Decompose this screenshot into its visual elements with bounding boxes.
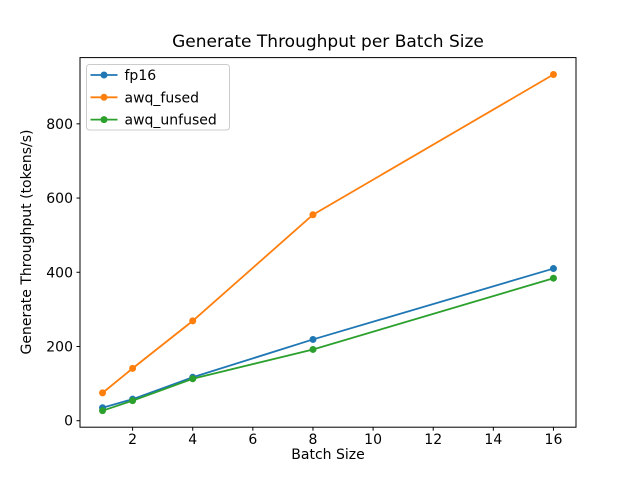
data-point-awq_fused (129, 364, 137, 372)
x-tick-label: 4 (188, 432, 197, 448)
data-point-awq_fused (309, 211, 317, 219)
x-tick-label: 16 (545, 432, 563, 448)
y-tick-label: 600 (46, 191, 73, 207)
y-axis-label: Generate Throughput (tokens/s) (19, 129, 35, 355)
legend-box (86, 64, 230, 131)
chart-title: Generate Throughput per Batch Size (172, 32, 484, 52)
data-point-fp16 (309, 335, 317, 343)
y-tick-label: 0 (64, 414, 73, 430)
data-point-awq_unfused (129, 397, 137, 405)
x-axis-label: Batch Size (291, 447, 365, 463)
legend-label: awq_unfused (125, 113, 217, 129)
y-tick-label: 400 (46, 265, 73, 281)
data-point-awq_unfused (99, 407, 107, 415)
data-point-awq_fused (99, 389, 107, 397)
data-point-awq_unfused (189, 375, 197, 383)
x-tick-label: 10 (364, 432, 382, 448)
legend-label: awq_fused (125, 90, 200, 106)
data-point-awq_fused (189, 317, 197, 325)
legend-label: fp16 (125, 68, 157, 84)
data-point-awq_unfused (549, 274, 557, 282)
x-tick-label: 8 (309, 432, 318, 448)
y-tick-label: 800 (46, 117, 73, 133)
legend-marker (100, 71, 108, 79)
x-tick-label: 6 (248, 432, 257, 448)
x-tick-label: 2 (128, 432, 137, 448)
x-tick-label: 14 (484, 432, 502, 448)
data-point-awq_unfused (309, 345, 317, 353)
data-point-fp16 (549, 265, 557, 273)
x-tick-label: 12 (424, 432, 442, 448)
legend-marker (100, 93, 108, 101)
y-tick-label: 200 (46, 339, 73, 355)
data-point-awq_fused (549, 70, 557, 78)
legend-marker (100, 116, 108, 124)
